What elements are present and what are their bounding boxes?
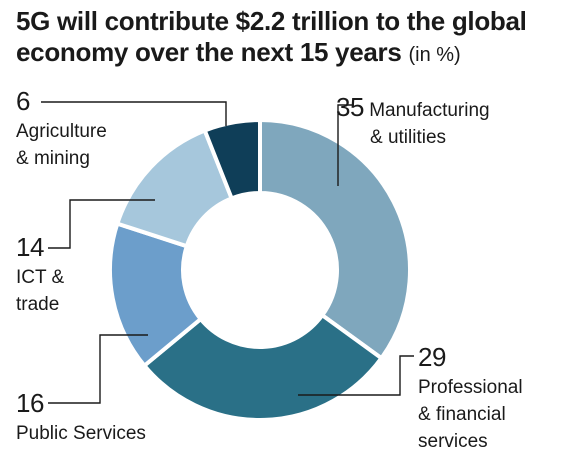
category-agriculture-2: & mining <box>16 148 90 169</box>
category-agriculture-1: Agriculture <box>16 121 107 142</box>
chart-title: 5G will contribute $2.2 trillion to the … <box>16 6 556 71</box>
label-leaders <box>41 101 414 404</box>
label-public-services: 16 Public Services <box>16 388 146 447</box>
value-public-services: 16 <box>16 388 44 418</box>
leader-agriculture <box>41 101 227 126</box>
label-agriculture: 6 Agriculture & mining <box>16 86 107 172</box>
value-ict-trade: 14 <box>16 232 44 262</box>
chart-title-text: 5G will contribute $2.2 trillion to the … <box>16 6 527 67</box>
category-professional-3: services <box>418 431 488 452</box>
chart-title-unit: (in %) <box>408 44 461 66</box>
label-manufacturing: 35 Manufacturing & utilities <box>336 92 490 151</box>
slice-manufacturing <box>258 118 412 361</box>
donut-slices <box>108 118 412 422</box>
leader-ict-trade <box>48 199 155 249</box>
category-ict-trade-2: trade <box>16 294 60 315</box>
leader-professional <box>298 355 414 396</box>
value-manufacturing: 35 <box>336 92 364 122</box>
category-ict-trade-1: ICT & <box>16 267 65 288</box>
category-manufacturing-2: & utilities <box>370 127 447 148</box>
category-public-services: Public Services <box>16 423 146 444</box>
category-professional-1: Professional <box>418 377 523 398</box>
value-agriculture: 6 <box>16 86 30 116</box>
label-ict-trade: 14 ICT & trade <box>16 232 64 318</box>
leader-manufacturing <box>337 104 354 186</box>
category-manufacturing-1: Manufacturing <box>369 100 490 121</box>
slice-agriculture <box>202 118 262 201</box>
slice-professional <box>142 313 384 422</box>
label-professional: 29 Professional & financial services <box>418 342 523 455</box>
leader-public-services <box>48 334 148 404</box>
value-professional: 29 <box>418 342 446 372</box>
category-professional-2: & financial <box>418 404 506 425</box>
